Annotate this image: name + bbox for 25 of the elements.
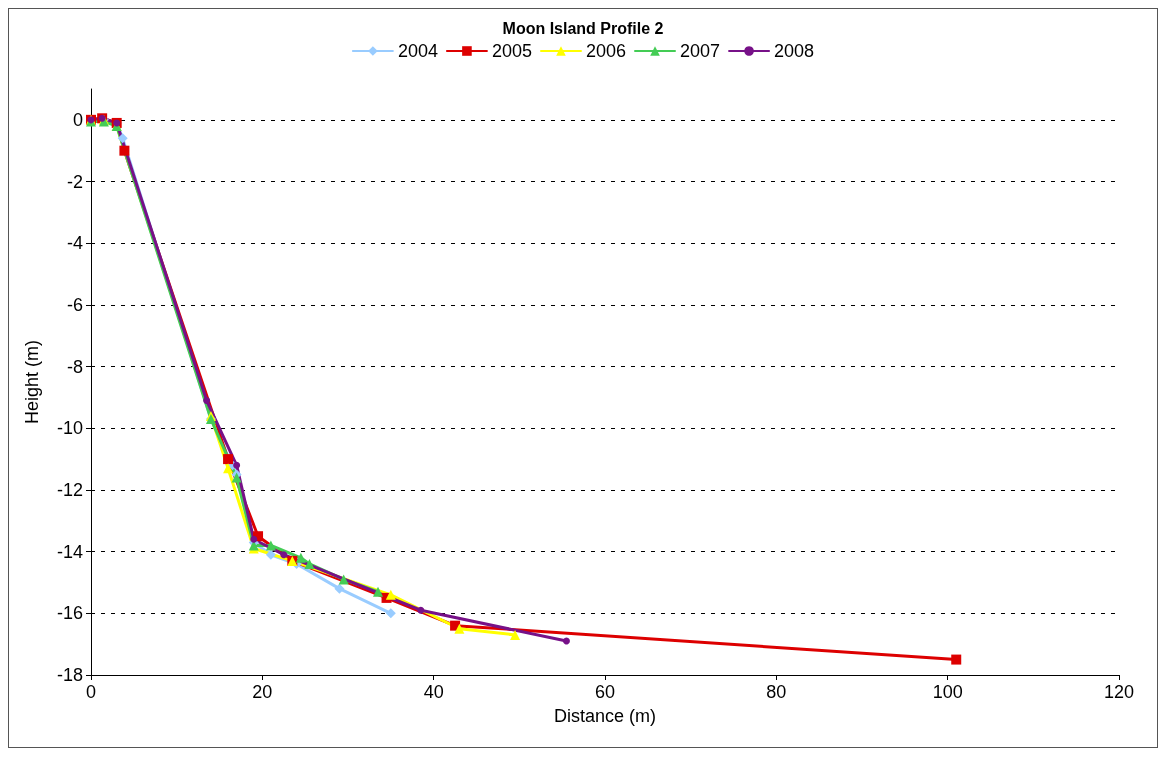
legend-label: 2007 <box>680 41 721 61</box>
x-axis-title: Distance (m) <box>553 706 657 726</box>
x-tick-label: 100 <box>932 682 963 702</box>
x-tick-label: 20 <box>252 682 273 702</box>
legend-label: 2006 <box>585 41 627 61</box>
legend-label: 2008 <box>774 41 815 61</box>
y-tick-label: -10 <box>56 418 83 439</box>
y-tick-label: -12 <box>56 479 83 500</box>
legend-label: 2005 <box>491 41 532 61</box>
y-axis-title: Height (m) <box>22 339 42 425</box>
y-tick-label: -18 <box>56 665 83 685</box>
x-tick-label: 0 <box>85 682 97 702</box>
x-tick-label: 120 <box>1103 682 1135 702</box>
y-tick-label: -8 <box>66 356 83 377</box>
x-tick-label: 60 <box>594 682 616 702</box>
y-tick-label: -6 <box>66 294 83 315</box>
chart-title: Moon Island Profile 2 <box>502 19 664 37</box>
y-tick-label: -14 <box>56 541 83 562</box>
y-tick-label: -4 <box>66 233 83 254</box>
x-tick-label: 80 <box>766 682 787 702</box>
legend-label: 2004 <box>397 41 438 61</box>
y-tick-label: -16 <box>56 603 83 624</box>
y-tick-label: -2 <box>66 171 83 192</box>
y-tick-label: 0 <box>72 109 83 130</box>
x-tick-label: 40 <box>423 682 444 702</box>
